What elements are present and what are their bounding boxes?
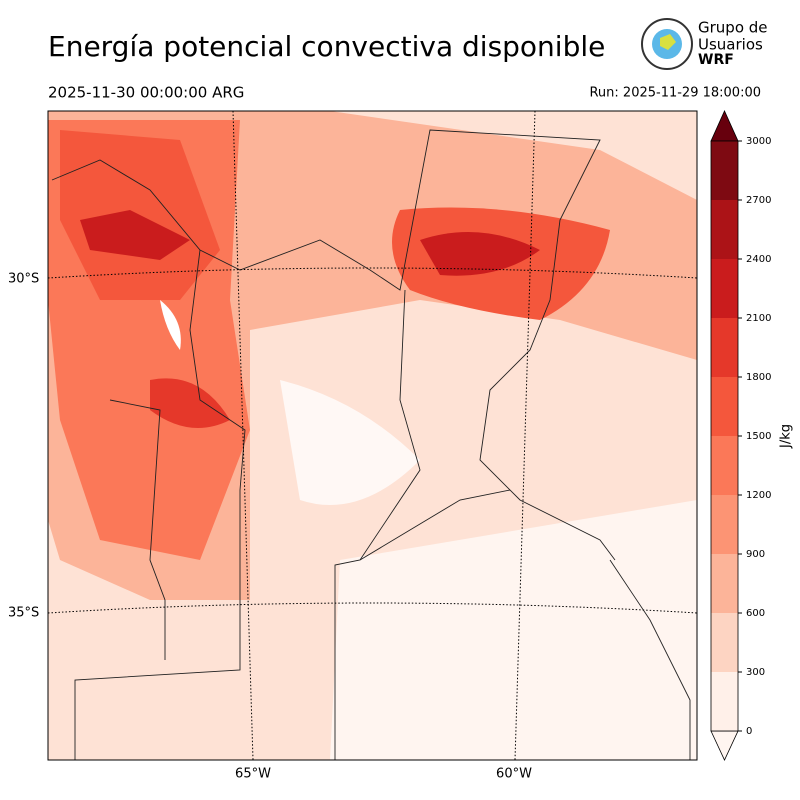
colorbar-extend-high	[710, 110, 739, 142]
colorbar-tick-label: 2400	[746, 254, 771, 265]
lon-label: 60°W	[496, 767, 532, 782]
colorbar-bin	[711, 613, 738, 672]
colorbar-bin	[711, 436, 738, 495]
colorbar-tick-label: 300	[746, 667, 765, 678]
field-peak	[150, 378, 230, 428]
colorbar-tick-label: 3000	[746, 136, 771, 147]
title: Energía potencial convectiva disponible	[48, 30, 605, 63]
colorbar-tick-label: 1200	[746, 490, 771, 501]
colorbar: 0 300 600 900 1200 1500 1800 2100 2400 2700 3000	[710, 110, 771, 761]
logo-land	[660, 34, 676, 50]
field-low	[330, 500, 697, 760]
colorbar-bin	[711, 495, 738, 554]
lat-label: 30°S	[8, 272, 39, 287]
colorbar-bin	[711, 377, 738, 436]
colorbar-tick-label: 1500	[746, 431, 771, 442]
borders	[51, 129, 691, 760]
colorbar-tick-label: 0	[746, 726, 752, 737]
colorbar-label: J/kg	[779, 424, 794, 449]
graticule	[48, 111, 697, 760]
lon-label: 65°W	[235, 767, 271, 782]
colorbar-bin	[711, 672, 738, 731]
colorbar-tick-label: 1800	[746, 372, 771, 383]
field-peak	[80, 210, 190, 260]
field-hole	[160, 300, 181, 350]
colorbar-bin	[711, 141, 738, 200]
logo-text: Grupo de	[698, 19, 768, 37]
map-field	[48, 111, 697, 760]
map-frame	[47, 110, 698, 761]
colorbar-bin	[711, 318, 738, 377]
lat-label: 35°S	[8, 606, 39, 621]
colorbar-bin	[711, 554, 738, 613]
colorbar-extend-low	[710, 730, 739, 761]
colorbar-bin	[711, 200, 738, 259]
colorbar-tick-label: 2700	[746, 195, 771, 206]
logo-text: Usuarios	[698, 36, 763, 54]
logo: Grupo de Usuarios WRF	[641, 18, 768, 70]
colorbar-tick-label: 2100	[746, 313, 771, 324]
colorbar-bin	[711, 259, 738, 318]
run-time: Run: 2025-11-29 18:00:00	[589, 86, 761, 101]
field-low	[280, 380, 420, 505]
field-peak	[420, 232, 540, 276]
colorbar-tick-label: 900	[746, 549, 765, 560]
valid-time: 2025-11-30 00:00:00 ARG	[48, 84, 244, 102]
colorbar-tick-label: 600	[746, 608, 765, 619]
logo-text: WRF	[698, 52, 734, 68]
